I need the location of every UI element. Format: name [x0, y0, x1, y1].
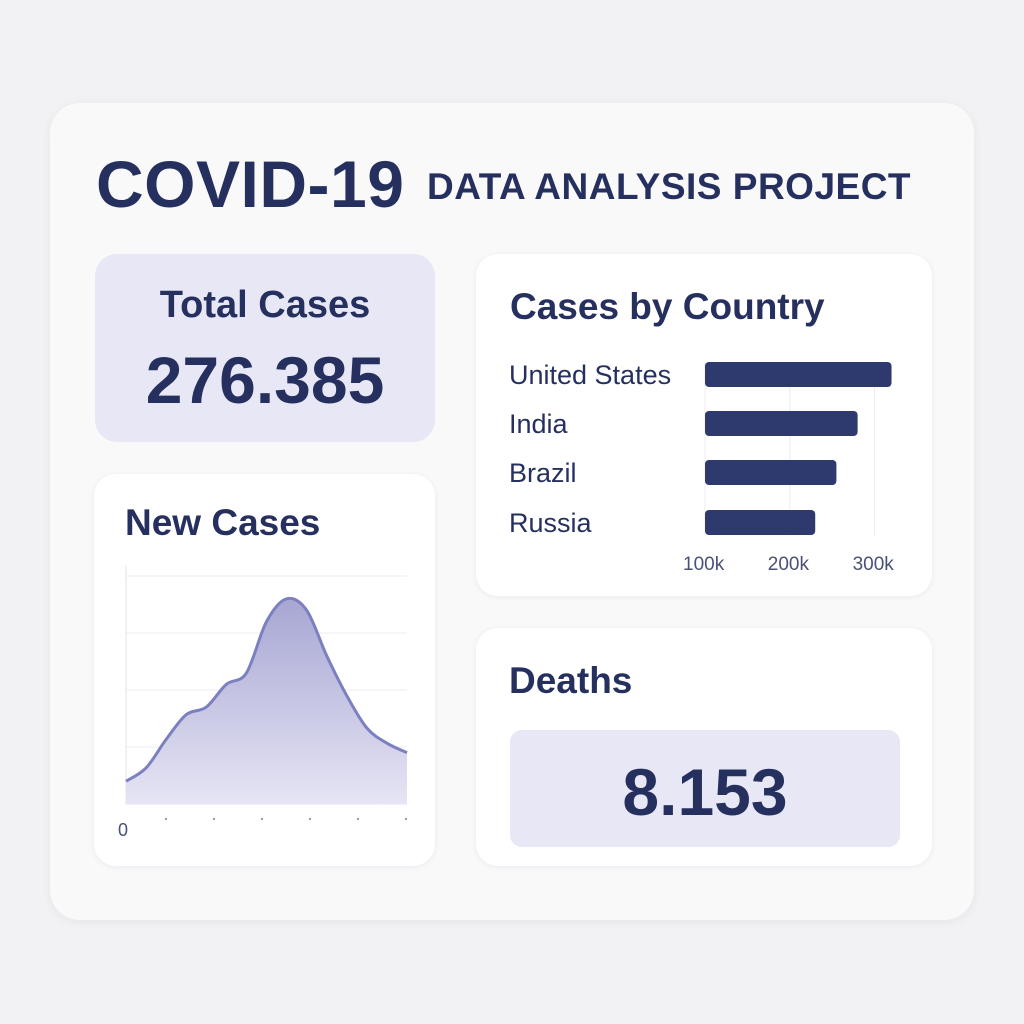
new-cases-chart: 0 [118, 566, 408, 840]
bar-x-tick-label: 300k [853, 554, 895, 575]
bar-x-tick-label: 100k [683, 554, 725, 575]
page-title: COVID-19 [96, 147, 405, 221]
area-x-tick [212, 817, 216, 821]
deaths-value: 8.153 [622, 755, 788, 829]
total-cases-label: Total Cases [159, 284, 371, 326]
area-line [125, 596, 408, 783]
cases-by-country-card: Cases by Country United States India Brazi… [476, 254, 932, 596]
area-fill [126, 598, 407, 804]
area-x-origin-label: 0 [118, 820, 128, 840]
area-x-tick [356, 817, 360, 821]
bar-category-label: United States [509, 360, 671, 390]
bar-united-states [705, 362, 892, 387]
deaths-label: Deaths [509, 660, 633, 701]
area-x-tick [404, 817, 408, 821]
area-x-tick [164, 817, 168, 821]
area-x-tick [308, 817, 312, 821]
deaths-value-box: 8.153 [510, 730, 900, 847]
bar-india [705, 411, 858, 436]
bar-brazil [705, 460, 837, 485]
new-cases-card: New Cases 0 [94, 474, 435, 866]
bar-category-label: Brazil [509, 458, 577, 488]
deaths-card: Deaths 8.153 [476, 628, 932, 866]
cases-by-country-chart: United States India Brazil Russia 100k 200k 30… [509, 360, 895, 575]
bar-x-tick-label: 200k [768, 554, 810, 575]
page-subtitle: DATA ANALYSIS PROJECT [427, 166, 912, 207]
bar-category-label: Russia [509, 508, 593, 538]
bar-russia [705, 510, 816, 535]
total-cases-value: 276.385 [145, 343, 385, 417]
total-cases-card: Total Cases 276.385 [95, 254, 435, 442]
cases-by-country-title: Cases by Country [510, 286, 825, 327]
new-cases-title: New Cases [125, 502, 321, 543]
area-x-tick [260, 817, 264, 821]
bar-category-label: India [509, 409, 569, 439]
